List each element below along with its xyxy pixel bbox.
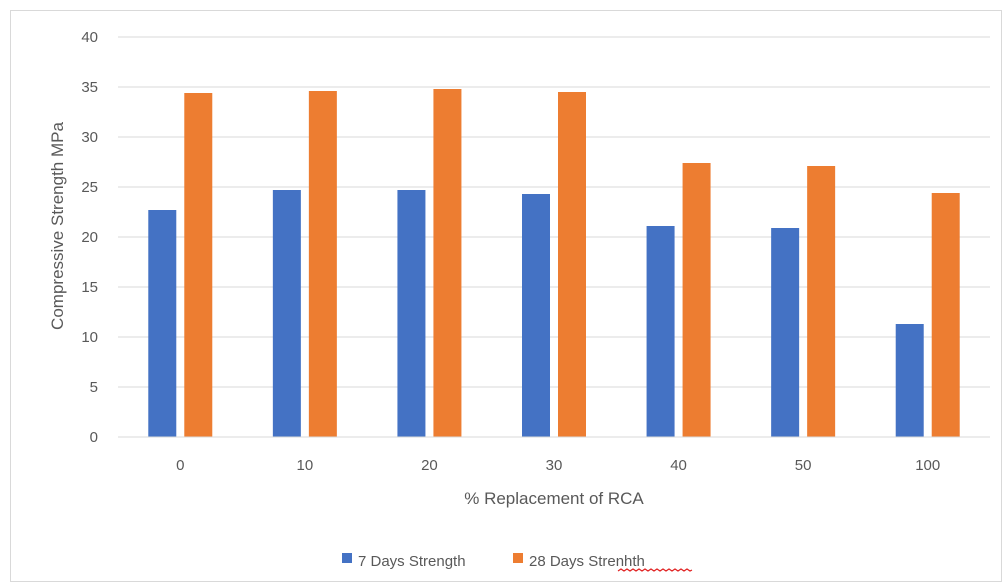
x-tick-label: 50 <box>795 457 812 474</box>
x-axis-title: % Replacement of RCA <box>464 489 644 508</box>
spellcheck-underline <box>617 568 693 572</box>
bar-28-days-100 <box>931 193 960 437</box>
y-tick-label: 35 <box>81 79 98 96</box>
bar-7-days-20 <box>397 190 426 437</box>
bar-7-days-30 <box>522 194 550 437</box>
bar-7-days-40 <box>646 226 675 437</box>
legend-swatch-7-days <box>342 553 352 563</box>
y-tick-label: 40 <box>81 29 98 46</box>
x-tick-label: 20 <box>421 457 438 474</box>
bar-28-days-50 <box>807 166 836 437</box>
legend-swatch-28-days <box>513 553 523 563</box>
y-axis-title: Compressive Strength MPa <box>48 122 67 330</box>
y-tick-label: 5 <box>90 379 98 396</box>
bar-7-days-0 <box>148 210 177 437</box>
x-tick-label: 100 <box>915 457 940 474</box>
y-tick-label: 15 <box>81 279 98 296</box>
y-tick-label: 30 <box>81 129 98 146</box>
y-tick-label: 0 <box>90 429 98 446</box>
bar-28-days-40 <box>682 163 711 437</box>
legend: 7 Days Strength 28 Days Strenhth <box>342 553 693 572</box>
x-tick-label: 10 <box>297 457 314 474</box>
bar-28-days-10 <box>308 91 337 437</box>
y-tick-label: 25 <box>81 179 98 196</box>
bar-28-days-30 <box>558 92 586 437</box>
bar-7-days-10 <box>272 190 301 437</box>
x-tick-label: 40 <box>670 457 687 474</box>
x-tick-label: 0 <box>176 457 184 474</box>
bar-7-days-100 <box>895 324 924 437</box>
y-axis-ticks: 0 5 10 15 20 25 30 35 40 <box>81 29 98 446</box>
x-tick-label: 30 <box>546 457 563 474</box>
legend-label-28-days: 28 Days Strenhth <box>529 553 645 570</box>
y-tick-label: 10 <box>81 329 98 346</box>
bar-28-days-0 <box>184 93 213 437</box>
bar-28-days-20 <box>433 89 462 437</box>
bar-7-days-50 <box>771 228 800 437</box>
bars <box>148 89 960 437</box>
legend-label-7-days: 7 Days Strength <box>358 553 466 570</box>
gridlines <box>118 36 990 388</box>
y-tick-label: 20 <box>81 229 98 246</box>
x-axis-ticks: 0 10 20 30 40 50 100 <box>176 457 940 474</box>
